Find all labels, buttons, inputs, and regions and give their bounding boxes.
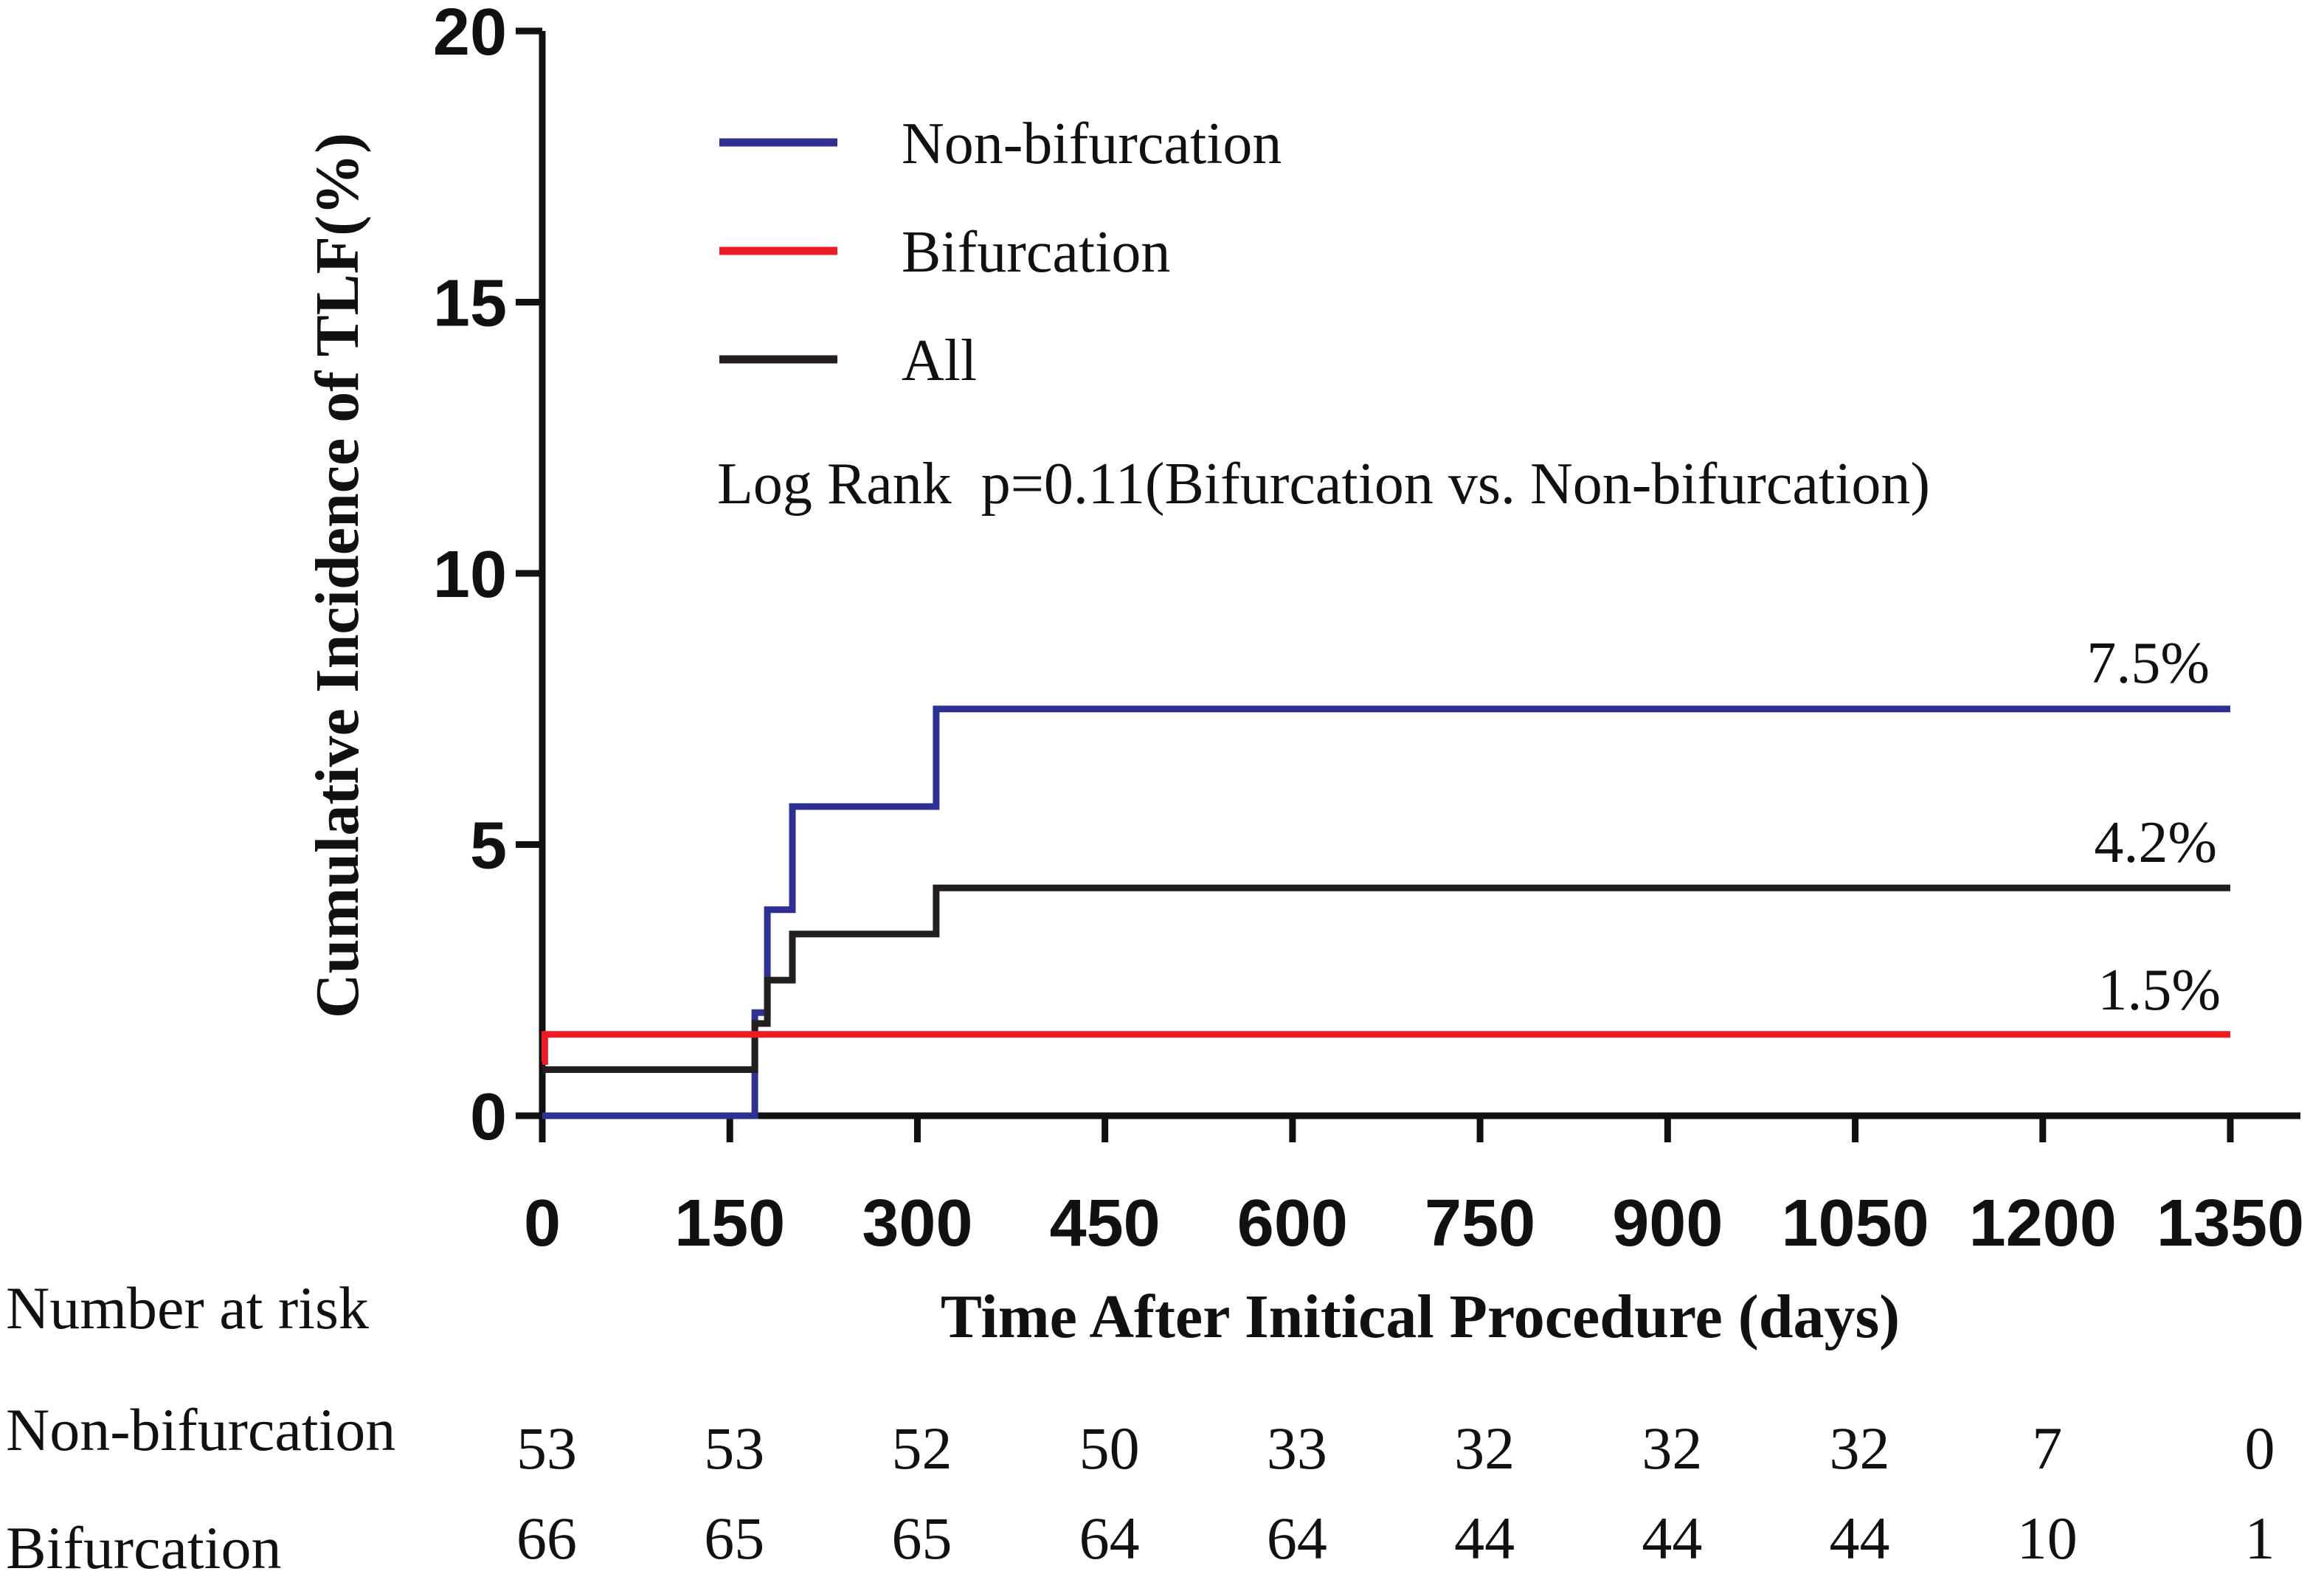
risk-row-label-bifurcation: Bifurcation [6, 1514, 281, 1574]
x-axis-title: Time After Initical Procedure (days) [941, 1283, 1900, 1351]
risk-row-label-non-bifurcation: Non-bifurcation [6, 1396, 395, 1463]
end-label-bifurcation: 1.5% [2098, 958, 2221, 1023]
risk-value-bifurcation: 65 [704, 1505, 764, 1572]
risk-value-non-bifurcation: 7 [2032, 1415, 2062, 1482]
x-tick-label: 1050 [1781, 1187, 1929, 1260]
x-tick-label: 750 [1425, 1187, 1535, 1260]
risk-value-bifurcation: 44 [1642, 1505, 1702, 1572]
risk-table-title: Number at risk [6, 1274, 369, 1342]
y-tick-label: 5 [470, 810, 507, 883]
risk-value-non-bifurcation: 0 [2245, 1415, 2275, 1482]
legend-label-bifurcation: Bifurcation [902, 220, 1170, 285]
x-tick-label: 450 [1050, 1187, 1161, 1260]
x-tick-label: 1350 [2157, 1187, 2304, 1260]
risk-value-bifurcation: 65 [891, 1505, 952, 1572]
risk-value-non-bifurcation: 33 [1267, 1415, 1327, 1482]
end-label-non-bifurcation: 7.5% [2086, 631, 2210, 696]
risk-value-non-bifurcation: 32 [1830, 1415, 1890, 1482]
risk-value-non-bifurcation: 53 [516, 1415, 577, 1482]
y-axis-title: Cumulative Incidence of TLF(%) [303, 133, 372, 1018]
risk-value-non-bifurcation: 50 [1079, 1415, 1140, 1482]
series-line-non-bifurcation [542, 705, 2230, 1119]
end-label-all: 4.2% [2094, 810, 2217, 875]
series-line-bifurcation [541, 1031, 2230, 1065]
risk-value-bifurcation: 10 [2017, 1505, 2078, 1572]
legend-label-non-bifurcation: Non-bifurcation [902, 111, 1282, 176]
x-tick-label: 0 [524, 1187, 561, 1260]
y-tick-label: 15 [433, 267, 507, 341]
risk-value-bifurcation: 64 [1079, 1505, 1140, 1572]
y-tick-label: 10 [433, 538, 507, 612]
risk-value-non-bifurcation: 32 [1642, 1415, 1702, 1482]
risk-value-bifurcation: 64 [1267, 1505, 1327, 1572]
risk-value-bifurcation: 44 [1830, 1505, 1890, 1572]
risk-value-non-bifurcation: 52 [891, 1415, 952, 1482]
series-line-all [542, 884, 2230, 1073]
risk-value-bifurcation: 1 [2245, 1505, 2275, 1572]
x-tick-label: 900 [1612, 1187, 1723, 1260]
log-rank-annotation: Log Rank p=0.11(Bifurcation vs. Non-bifu… [717, 452, 1930, 517]
y-tick-label: 20 [433, 0, 507, 69]
risk-value-non-bifurcation: 53 [704, 1415, 764, 1482]
x-tick-label: 150 [674, 1187, 785, 1260]
x-tick-label: 300 [862, 1187, 972, 1260]
y-tick-label: 0 [470, 1080, 507, 1154]
legend-label-all: All [902, 328, 977, 393]
x-tick-label: 1200 [1969, 1187, 2117, 1260]
risk-value-bifurcation: 66 [516, 1505, 577, 1572]
risk-value-bifurcation: 44 [1454, 1505, 1515, 1572]
risk-value-non-bifurcation: 32 [1454, 1415, 1515, 1482]
x-tick-label: 600 [1237, 1187, 1348, 1260]
